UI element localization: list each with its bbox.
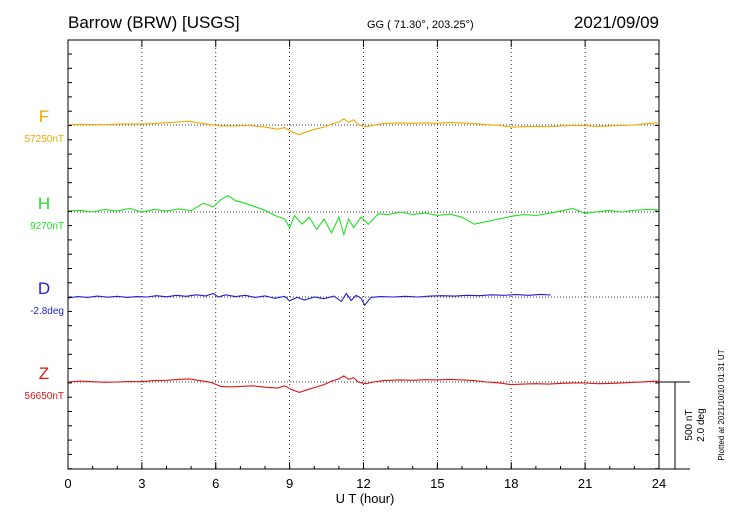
series-group xyxy=(67,118,660,393)
x-tick-label: 3 xyxy=(138,476,145,491)
series-baseline-z: 56650nT xyxy=(25,391,64,402)
series-baseline-h: 9270nT xyxy=(30,221,64,232)
series-name-z: Z xyxy=(39,364,49,383)
x-tick-label: 12 xyxy=(356,476,370,491)
series-baseline-d: -2.8deg xyxy=(30,306,64,317)
plotted-note: Plotted at 2021/10/10 01:31 UT xyxy=(717,349,726,460)
scale-deg-label: 2.0 deg xyxy=(696,408,707,441)
series-baseline-f: 57250nT xyxy=(25,134,64,145)
x-tick-label: 18 xyxy=(504,476,518,491)
x-tick-label: 6 xyxy=(212,476,219,491)
date-label: 2021/09/09 xyxy=(574,13,659,32)
station-title: Barrow (BRW) [USGS] xyxy=(68,13,240,32)
scale-nt-label: 500 nT xyxy=(684,409,695,440)
series-line-z xyxy=(67,375,660,393)
series-labels: F 57250nT H 9270nT D -2.8deg Z 56650nT xyxy=(25,107,64,402)
grid-lines xyxy=(141,40,586,469)
x-axis-label: U T (hour) xyxy=(336,491,395,506)
x-tick-label: 21 xyxy=(578,476,592,491)
baseline-lines xyxy=(68,124,659,383)
series-name-f: F xyxy=(39,107,49,126)
x-tick-label: 24 xyxy=(652,476,666,491)
x-tick-label: 0 xyxy=(64,476,71,491)
series-line-d xyxy=(67,292,551,307)
series-name-h: H xyxy=(38,194,50,213)
x-axis-ticks: 0 3 6 9 12 15 18 21 24 xyxy=(64,40,666,491)
coordinate-label: GG ( 71.30°, 203.25°) xyxy=(367,19,474,31)
series-name-d: D xyxy=(38,279,50,298)
x-tick-label: 9 xyxy=(286,476,293,491)
x-tick-label: 15 xyxy=(430,476,444,491)
series-line-f xyxy=(67,118,660,136)
series-line-h xyxy=(67,194,660,237)
